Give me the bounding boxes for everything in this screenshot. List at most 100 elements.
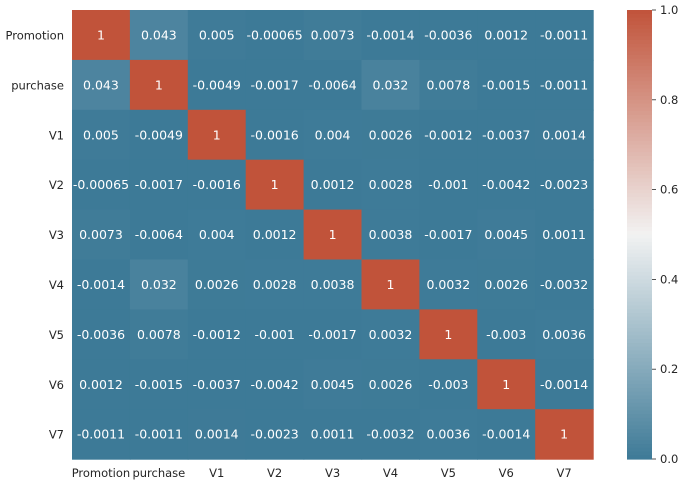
colorbar-segment xyxy=(627,178,652,183)
y-tick-label: Promotion xyxy=(5,28,64,42)
colorbar-segment xyxy=(627,107,652,112)
heatmap-cell xyxy=(419,259,478,310)
colorbar-segment xyxy=(627,234,652,239)
colorbar-segment xyxy=(627,286,652,292)
colorbar-segment xyxy=(627,365,652,370)
heatmap-cell xyxy=(129,109,189,161)
colorbar-segment xyxy=(627,69,652,75)
colorbar-segment xyxy=(627,66,652,71)
heatmap-cell xyxy=(187,159,247,211)
y-axis-labels: Promotion purchase V1 V2 V3 V4 V5 V6 V7 xyxy=(5,28,64,441)
heatmap-cell xyxy=(535,309,594,360)
heatmap-cell xyxy=(477,409,536,460)
heatmap-cell xyxy=(129,409,189,460)
colorbar-segment xyxy=(627,376,652,382)
cell-annotation: -0.0014 xyxy=(77,277,125,292)
cell-annotation: 0.0011 xyxy=(542,227,586,242)
colorbar-segment xyxy=(627,144,652,150)
cell-annotation: 1 xyxy=(271,177,279,192)
heatmap-cell xyxy=(303,159,363,211)
colorbar-segment xyxy=(627,324,652,329)
heatmap-cell xyxy=(129,259,189,310)
colorbar-segment xyxy=(627,316,652,322)
colorbar-segment xyxy=(627,185,652,191)
cell-annotation: -0.0015 xyxy=(482,77,530,92)
cell-annotation: -0.0016 xyxy=(193,177,241,192)
cell-annotation: 0.0014 xyxy=(195,427,239,442)
heatmap-cell xyxy=(187,359,247,410)
x-tick-label: V7 xyxy=(557,466,572,480)
heatmap-cell xyxy=(129,209,189,261)
cell-annotation: -0.0049 xyxy=(193,77,241,92)
colorbar-segment xyxy=(627,451,652,456)
cell-annotation: -0.0011 xyxy=(540,27,588,42)
heatmap-cell xyxy=(129,59,189,111)
heatmap-cell xyxy=(129,159,189,211)
colorbar-segment xyxy=(627,137,652,142)
colorbar-segment xyxy=(627,425,652,430)
heatmap-cell xyxy=(72,209,131,261)
colorbar-segment xyxy=(627,369,652,374)
x-tick-label: Promotion xyxy=(72,466,131,480)
cell-annotation: -0.001 xyxy=(428,177,468,192)
colorbar-segment xyxy=(627,17,652,22)
colorbar-segment xyxy=(627,387,652,393)
colorbar-segment xyxy=(627,335,652,340)
colorbar-segment xyxy=(627,399,652,404)
colorbar-segment xyxy=(627,283,652,288)
heatmap-cell xyxy=(187,309,247,360)
heatmap-cell xyxy=(477,10,536,61)
colorbar-segment xyxy=(627,62,652,67)
cell-annotation: 0.0078 xyxy=(137,327,181,342)
cell-annotation: -0.0037 xyxy=(193,377,241,392)
y-tick-label: V7 xyxy=(49,428,64,442)
x-tick-label: V4 xyxy=(383,466,398,480)
colorbar-segment xyxy=(627,193,652,198)
cell-annotation: 0.005 xyxy=(199,27,235,42)
colorbar-segment xyxy=(627,54,652,60)
heatmap-cell xyxy=(535,259,594,310)
x-tick-label: V6 xyxy=(499,466,514,480)
cell-annotation: -0.0012 xyxy=(424,127,472,142)
heatmap-cell xyxy=(245,109,305,161)
cell-annotations: 1 0.043 0.005 -0.00065 0.0073 -0.0014 -0.0036 0… xyxy=(73,27,588,441)
heatmap-cell xyxy=(361,359,420,410)
cell-annotation: -0.0023 xyxy=(540,177,588,192)
cell-annotation: 0.0038 xyxy=(311,277,355,292)
colorbar-segment xyxy=(627,36,652,41)
x-tick-label: V1 xyxy=(209,466,224,480)
colorbar-segment xyxy=(627,320,652,325)
colorbar-tick-label: 0.0 xyxy=(660,452,678,466)
colorbar-segment xyxy=(627,155,652,161)
colorbar-segment xyxy=(627,73,652,78)
x-axis-labels: Promotion purchase V1 V2 V3 V4 V5 V6 V7 xyxy=(72,466,572,480)
y-tick-label: V3 xyxy=(49,228,64,242)
heatmap-cell xyxy=(535,209,594,261)
cell-annotation: -0.0023 xyxy=(251,427,299,442)
y-tick-label: V4 xyxy=(49,278,64,292)
colorbar-segment xyxy=(627,313,652,318)
colorbar-segment xyxy=(627,208,652,213)
colorbar-segment xyxy=(627,212,652,217)
colorbar-segment xyxy=(627,219,652,224)
cell-annotation: -0.0049 xyxy=(135,127,183,142)
cell-annotation: 1 xyxy=(386,277,394,292)
colorbar-tick-label: 0.4 xyxy=(660,272,678,286)
heatmap-cell xyxy=(477,259,536,310)
heatmap-cell xyxy=(303,309,363,360)
cell-annotation: -0.0014 xyxy=(482,427,530,442)
colorbar-segment xyxy=(627,215,652,221)
cell-annotation: -0.0017 xyxy=(251,77,299,92)
colorbar-segment xyxy=(627,159,652,165)
cell-annotation: -0.001 xyxy=(255,327,295,342)
y-tick-label: V6 xyxy=(49,378,64,392)
cell-annotation: 0.0026 xyxy=(195,277,239,292)
colorbar-tick-label: 0.8 xyxy=(660,93,678,107)
cell-annotation: -0.003 xyxy=(486,327,526,342)
colorbar-ticks: 0.0 0.2 0.4 0.6 0.8 1.0 xyxy=(652,3,678,466)
colorbar-segment xyxy=(627,13,652,19)
colorbar-segment xyxy=(627,354,652,359)
cell-annotation: -0.00065 xyxy=(247,27,303,42)
heatmap-cell xyxy=(361,209,420,261)
